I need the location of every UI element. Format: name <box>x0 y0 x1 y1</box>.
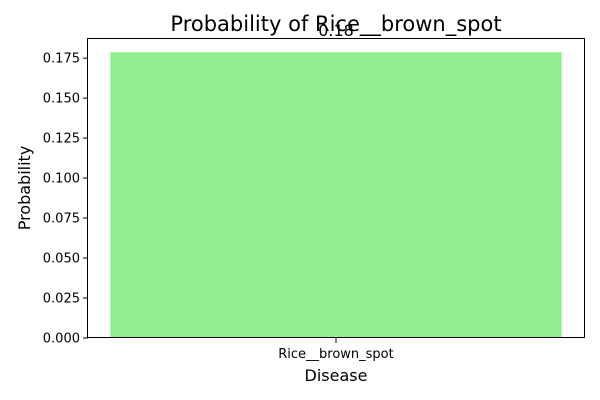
y-tick-label: 0.075 <box>43 212 80 227</box>
chart-title: Probability of Rice__brown_spot <box>170 12 501 37</box>
x-tick-label: Rice__brown_spot <box>278 347 394 362</box>
y-tick-label: 0.050 <box>43 252 80 267</box>
bar-Rice__brown_spot <box>110 52 562 338</box>
y-tick-label: 0.175 <box>43 52 80 67</box>
y-tick-label: 0.025 <box>43 292 80 307</box>
data-labels-group: 0.18 <box>318 21 354 40</box>
y-axis: 0.000 0.025 0.050 0.075 0.100 0.125 0.150 0.175 <box>43 52 88 347</box>
plot-frame <box>87 38 585 338</box>
y-tick-label: 0.125 <box>43 132 80 147</box>
y-axis-label: Probability <box>15 146 34 231</box>
x-axis-label: Disease <box>305 366 368 385</box>
bars-group <box>110 52 562 338</box>
y-tick-label: 0.150 <box>43 92 80 107</box>
y-tick-label: 0.100 <box>43 172 80 187</box>
x-axis: Rice__brown_spot <box>278 338 394 362</box>
y-tick-label: 0.000 <box>43 332 80 347</box>
bar-value-label: 0.18 <box>318 21 354 40</box>
